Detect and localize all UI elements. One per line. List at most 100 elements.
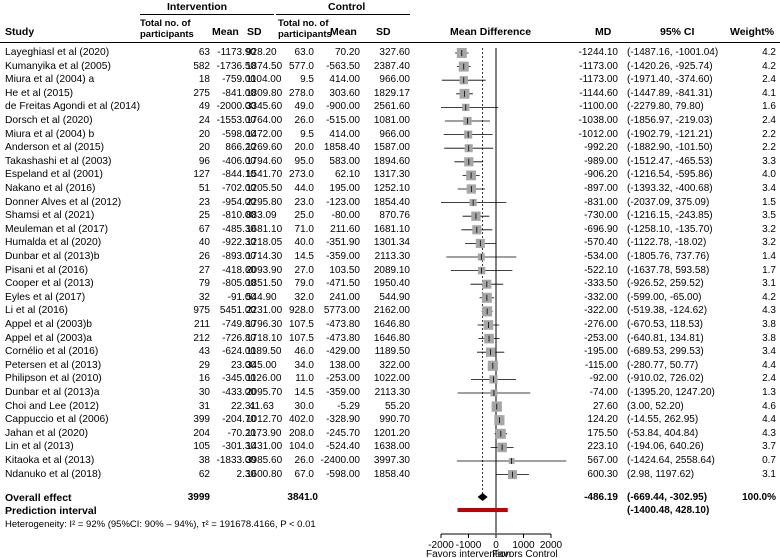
control-mean: -80.00 — [331, 210, 360, 222]
study-name: Petersen et al (2013) — [5, 359, 102, 371]
intervention-sd: 1205.50 — [246, 183, 283, 194]
md-value: -1144.60 — [579, 87, 618, 99]
intervention-n: 32 — [198, 291, 210, 303]
control-mean: 5773.00 — [323, 305, 360, 317]
weight-value: 4.3 — [762, 427, 776, 439]
intervention-mean: -91.00 — [227, 291, 256, 303]
ci-value: (-599.00, -65.00) — [627, 291, 702, 303]
x-tick-label: -2000 — [428, 540, 454, 551]
ci-value: (-1216.54, -595.86) — [627, 169, 713, 181]
intervention-mean: -345.00 — [222, 373, 256, 385]
weight-value: 0.7 — [762, 455, 776, 466]
control-n: 104.0 — [288, 441, 314, 453]
md-value: -1173.00 — [579, 60, 618, 72]
study-name: Cornélio et al (2016) — [5, 346, 99, 358]
intervention-n: 204 — [193, 427, 210, 439]
intervention-n: 96 — [198, 155, 210, 167]
control-sd: 1681.10 — [373, 223, 410, 235]
intervention-total-header: Total no. of participants — [140, 18, 194, 40]
ci-value: (-910.02, 726.02) — [627, 373, 704, 385]
control-n: 26.0 — [294, 115, 314, 126]
weight-value: 3.1 — [762, 278, 776, 290]
intervention-n: 127 — [193, 169, 210, 181]
control-sd: 966.00 — [379, 74, 410, 86]
control-n: 402.0 — [288, 414, 314, 426]
intervention-n: 23 — [198, 196, 210, 208]
md-value: -696.90 — [584, 223, 618, 235]
intervention-sd: 2295.80 — [246, 196, 283, 208]
md-value: -74.00 — [589, 387, 618, 398]
weight-value: 4.2 — [762, 291, 776, 303]
md-value: -1038.00 — [578, 115, 618, 126]
control-sd: 2089.10 — [373, 264, 410, 276]
control-n: 49.0 — [294, 101, 314, 113]
control-n: 67.0 — [294, 468, 314, 480]
control-sd: 1081.00 — [373, 115, 410, 126]
intervention-mean: -954.00 — [222, 196, 256, 208]
control-n: 14.5 — [294, 251, 314, 262]
control-sd: 990.70 — [379, 414, 410, 426]
intervention-sd: 3985.60 — [246, 455, 283, 466]
intervention-n: 20 — [198, 142, 210, 154]
control-n: 278.0 — [288, 87, 314, 99]
study-name: Appel et al (2003)a — [5, 332, 93, 344]
md-value: -1244.10 — [578, 47, 618, 58]
weight-value: 1.7 — [762, 264, 776, 276]
control-mean: -473.80 — [326, 319, 360, 330]
intervention-sd: 1681.10 — [246, 223, 283, 235]
control-n: 9.5 — [300, 128, 314, 140]
study-name: Layeghiasl et al (2020) — [5, 47, 110, 58]
control-mean: -563.50 — [326, 60, 360, 72]
intervention-sd: 1189.50 — [246, 346, 282, 358]
control-mean: 303.60 — [329, 87, 360, 99]
intervention-n: 18 — [198, 74, 210, 86]
intervention-mean: -1736.50 — [216, 60, 256, 72]
intervention-sd-header: SD — [247, 26, 262, 38]
control-sd: 544.90 — [379, 291, 410, 303]
intervention-n: 79 — [198, 278, 210, 290]
intervention-n: 211 — [194, 319, 210, 330]
ci-header: 95% CI — [660, 26, 695, 38]
control-mean: -5.29 — [337, 400, 360, 412]
weight-value: 2.4 — [762, 115, 776, 126]
ci-value: (-519.38, -124.62) — [627, 305, 708, 317]
intervention-sd: 1718.10 — [246, 332, 283, 344]
control-sd: 1022.00 — [373, 373, 410, 385]
intervention-sd: 1269.60 — [246, 142, 283, 154]
control-n: 46.0 — [294, 346, 314, 358]
weight-value: 2.2 — [762, 142, 776, 154]
control-sd: 322.00 — [379, 359, 410, 371]
md-value: -522.10 — [584, 264, 618, 276]
control-mean: -524.40 — [326, 441, 360, 453]
study-name: Choi and Lee (2012) — [5, 400, 99, 412]
weight-value: 4.3 — [762, 305, 776, 317]
ci-value: (-1487.16, -1001.04) — [627, 47, 719, 58]
weight-value: 4.4 — [762, 359, 776, 371]
control-n: 95.0 — [294, 155, 314, 167]
study-name: Cooper et al (2013) — [5, 278, 94, 290]
md-value: -115.00 — [584, 359, 618, 371]
study-name: Lin et al (2013) — [5, 441, 74, 453]
study-name: Anderson et al (2015) — [5, 142, 105, 154]
weight-value: 3.4 — [762, 346, 776, 358]
intervention-n: 30 — [198, 387, 210, 398]
control-n: 928.0 — [288, 305, 314, 317]
control-sd: 2113.30 — [374, 387, 410, 398]
weight-header: Weight% — [730, 26, 775, 38]
control-mean: -2400.00 — [320, 455, 360, 466]
control-mean: 241.00 — [329, 291, 360, 303]
study-name: Miura et al (2004) a — [5, 74, 95, 86]
control-mean: -245.70 — [326, 427, 360, 439]
intervention-n: 31 — [198, 400, 210, 412]
intervention-mean: -893.00 — [222, 251, 256, 262]
ci-value: (-1122.78, -18.02) — [627, 237, 707, 249]
intervention-n: 275 — [193, 87, 210, 99]
control-n: 9.5 — [300, 74, 314, 86]
intervention-mean: 23.00 — [230, 359, 256, 371]
intervention-n: 51 — [198, 183, 210, 194]
control-mean: -359.00 — [326, 251, 360, 262]
control-n: 44.0 — [294, 183, 314, 194]
weight-value: 2.4 — [762, 373, 776, 385]
control-sd: 1829.17 — [373, 87, 410, 99]
